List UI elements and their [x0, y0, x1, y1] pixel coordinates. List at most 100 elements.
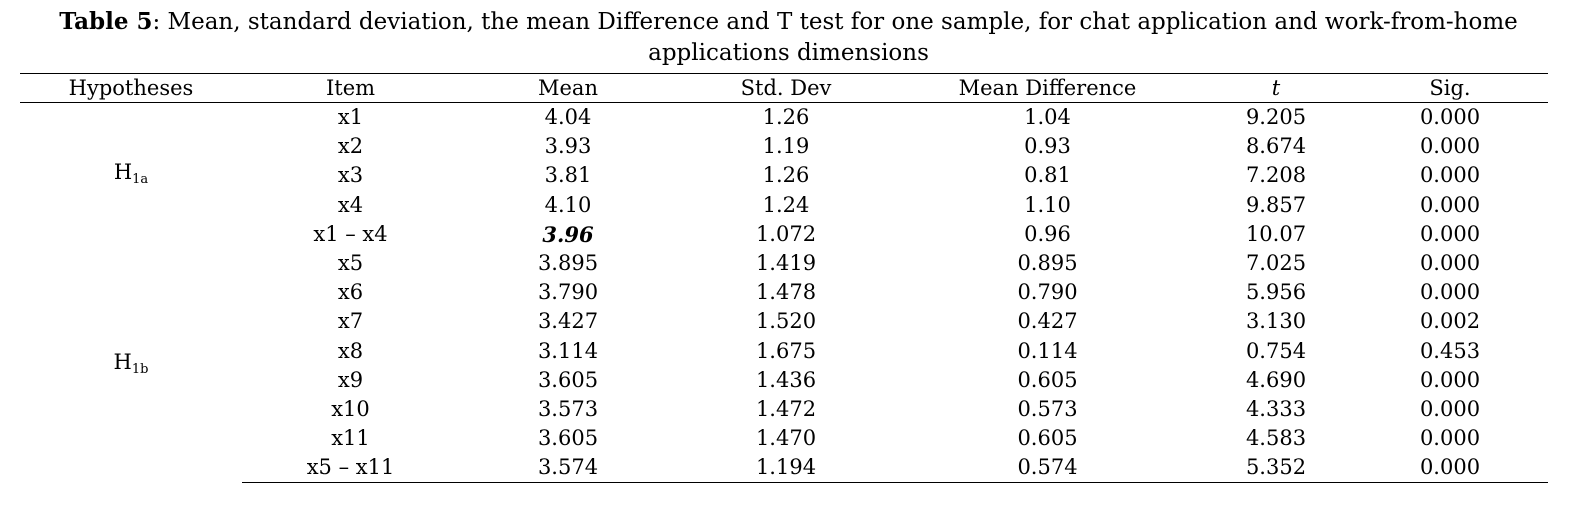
t-value-cell: 8.674: [1245, 134, 1307, 159]
std-dev-cell: 1.194: [677, 453, 895, 484]
table-row: x1 – x4 3.96 1.072 0.96 10.07 0.000: [20, 220, 1548, 249]
mean-difference-cell: 0.96: [1024, 221, 1071, 246]
sig-cell: 0.000: [1419, 367, 1481, 392]
std-dev-cell: 1.24: [762, 192, 810, 217]
std-dev-cell: 1.419: [755, 251, 817, 276]
table-row: x10 3.573 1.472 0.573 4.333 0.000: [20, 395, 1548, 424]
std-dev-cell: 1.478: [755, 280, 817, 305]
table-row: x11 3.605 1.470 0.605 4.583 0.000: [20, 424, 1548, 453]
col-header-hypotheses: Hypotheses: [20, 73, 242, 103]
item-cell: x5 – x11: [242, 453, 459, 484]
col-header-sig: Sig.: [1352, 73, 1548, 103]
mean-cell: 3.93: [544, 134, 592, 159]
sig-cell: 0.000: [1419, 280, 1481, 305]
item-cell: x4: [337, 192, 364, 217]
col-header-mean-difference: Mean Difference: [895, 73, 1200, 103]
t-value-cell: 4.583: [1245, 426, 1307, 451]
table-caption: Table 5: Mean, standard deviation, the m…: [20, 6, 1557, 69]
t-value-cell: 5.352: [1200, 453, 1352, 484]
std-dev-cell: 1.520: [755, 309, 817, 334]
col-header-t: t: [1200, 73, 1352, 103]
sig-cell: 0.000: [1419, 163, 1481, 188]
mean-difference-cell: 0.81: [1024, 163, 1071, 188]
t-value-cell: 4.690: [1245, 367, 1307, 392]
item-cell: x6: [337, 280, 364, 305]
t-value-cell: 4.333: [1245, 396, 1307, 421]
mean-cell: 3.96: [542, 221, 594, 247]
mean-cell: 4.04: [544, 105, 592, 130]
std-dev-cell: 1.470: [755, 426, 817, 451]
header-row: Hypotheses Item Mean Std. Dev Mean Diffe…: [20, 73, 1548, 103]
table-row: x8 3.114 1.675 0.114 0.754 0.453: [20, 337, 1548, 366]
table-row: H1a x1 4.04 1.26 1.04 9.205 0.000: [20, 103, 1548, 187]
caption-label: Table 5: [59, 8, 153, 35]
mean-cell: 3.574: [459, 453, 677, 484]
col-header-item: Item: [242, 73, 459, 103]
mean-cell: 3.81: [544, 163, 592, 188]
t-value-cell: 9.857: [1245, 192, 1307, 217]
t-value-cell: 0.754: [1245, 338, 1307, 363]
item-cell: x8: [337, 338, 364, 363]
mean-cell: 3.605: [537, 426, 599, 451]
mean-difference-cell: 0.574: [895, 453, 1200, 484]
t-value-cell: 10.07: [1245, 221, 1307, 246]
results-table: Hypotheses Item Mean Std. Dev Mean Diffe…: [20, 73, 1548, 484]
std-dev-cell: 1.675: [755, 338, 817, 363]
sig-cell: 0.453: [1419, 338, 1481, 363]
mean-difference-cell: 0.790: [1017, 280, 1078, 305]
t-value-cell: 5.956: [1245, 280, 1307, 305]
table-row: x3 3.81 1.26 0.81 7.208 0.000: [20, 161, 1548, 190]
mean-difference-cell: 0.93: [1024, 134, 1071, 159]
sig-cell: 0.002: [1419, 309, 1481, 334]
hypothesis-cell: H1b: [20, 249, 242, 483]
std-dev-cell: 1.19: [762, 134, 810, 159]
item-cell: x10: [331, 396, 370, 421]
sig-cell: 0.000: [1419, 251, 1481, 276]
item-cell: x2: [337, 134, 364, 159]
mean-difference-cell: 0.427: [1017, 309, 1078, 334]
mean-cell: 3.790: [537, 280, 599, 305]
item-cell: x1: [337, 105, 364, 130]
item-cell: x5: [337, 251, 364, 276]
hypothesis-base: H: [113, 159, 133, 184]
item-cell: x1 – x4: [313, 221, 388, 246]
hypothesis-cell: H1a: [20, 103, 242, 249]
col-header-mean: Mean: [459, 73, 677, 103]
sig-cell: 0.000: [1419, 192, 1481, 217]
mean-cell: 4.10: [544, 192, 592, 217]
mean-cell: 3.573: [537, 396, 599, 421]
table-row: x7 3.427 1.520 0.427 3.130 0.002: [20, 307, 1548, 336]
std-dev-cell: 1.436: [755, 367, 817, 392]
mean-cell: 3.895: [537, 251, 599, 276]
mean-cell: 3.114: [537, 338, 599, 363]
caption-text: : Mean, standard deviation, the mean Dif…: [152, 9, 1518, 66]
table-row: x6 3.790 1.478 0.790 5.956 0.000: [20, 278, 1548, 307]
std-dev-cell: 1.072: [755, 221, 817, 246]
table-row: x9 3.605 1.436 0.605 4.690 0.000: [20, 366, 1548, 395]
std-dev-cell: 1.26: [762, 163, 810, 188]
sig-cell: 0.000: [1419, 426, 1481, 451]
mean-difference-cell: 0.605: [1017, 367, 1078, 392]
hypothesis-subscript: 1b: [131, 361, 149, 377]
table-body: H1a x1 4.04 1.26 1.04 9.205 0.000 x2 3.93 1.19 0.9…: [20, 103, 1548, 484]
t-value-cell: 7.025: [1245, 251, 1307, 276]
t-value-cell: 7.208: [1245, 163, 1307, 188]
sig-cell: 0.000: [1419, 134, 1481, 159]
item-cell: x3: [337, 163, 364, 188]
sig-cell: 0.000: [1419, 221, 1481, 246]
item-cell: x11: [331, 426, 370, 451]
table-row: x4 4.10 1.24 1.10 9.857 0.000: [20, 191, 1548, 220]
t-value-cell: 9.205: [1245, 105, 1307, 130]
mean-difference-cell: 0.605: [1017, 426, 1078, 451]
sig-cell: 0.000: [1419, 396, 1481, 421]
mean-difference-cell: 1.04: [1024, 105, 1071, 130]
std-dev-cell: 1.26: [762, 105, 810, 130]
mean-difference-cell: 0.895: [1017, 251, 1078, 276]
mean-difference-cell: 0.573: [1017, 396, 1078, 421]
table-row: x5 – x11 3.574 1.194 0.574 5.352 0.000: [20, 453, 1548, 484]
t-value-cell: 3.130: [1245, 309, 1307, 334]
sig-cell: 0.000: [1352, 453, 1548, 484]
mean-cell: 3.427: [537, 309, 599, 334]
hypothesis-base: H: [113, 349, 132, 374]
hypothesis-subscript: 1a: [132, 171, 149, 187]
